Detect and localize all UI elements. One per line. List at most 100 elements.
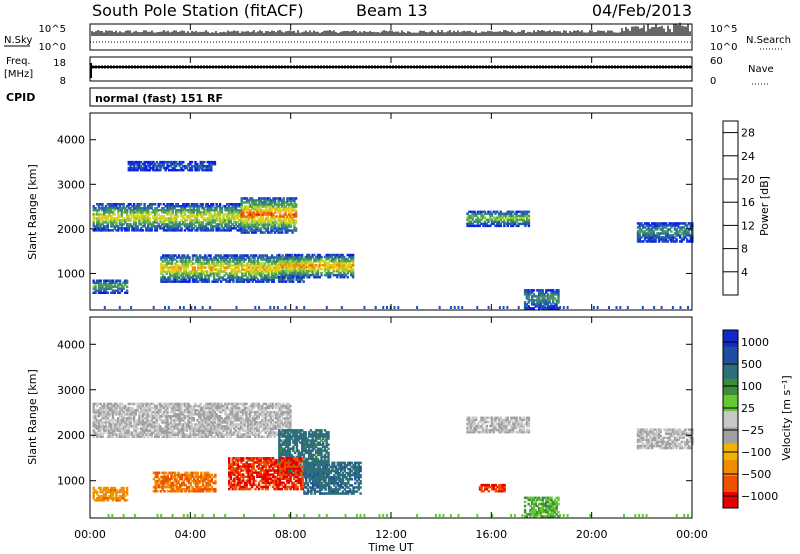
power-cell (122, 223, 125, 226)
velocity-cell (204, 413, 208, 416)
power-cell (246, 264, 249, 267)
power-cell (120, 227, 123, 230)
velocity-cell (159, 402, 162, 406)
power-cell (173, 217, 176, 220)
power-cell (139, 160, 143, 164)
power-cell (218, 278, 221, 281)
power-cell (184, 262, 188, 265)
velocity-cell (129, 406, 132, 410)
power-cell (279, 209, 282, 212)
power-cell (282, 201, 285, 204)
power-cell (293, 271, 297, 275)
power-cell (647, 240, 650, 243)
power-cell (263, 225, 266, 228)
velocity-cell (192, 427, 195, 430)
velocity-cell (187, 417, 190, 420)
power-cell (299, 273, 302, 277)
power-cell (510, 212, 513, 216)
power-cell (141, 209, 145, 212)
power-cell (103, 209, 106, 212)
power-cell (159, 221, 162, 224)
power-cell (294, 213, 298, 216)
velocity-cell (169, 431, 173, 434)
power-cell (205, 280, 209, 283)
velocity-cell (166, 421, 169, 424)
velocity-cell (92, 402, 95, 406)
power-cell (113, 285, 116, 288)
power-cell (182, 211, 185, 214)
power-cell (183, 254, 186, 257)
power-cell (270, 203, 273, 206)
power-cell (309, 269, 313, 273)
power-cell (288, 259, 292, 263)
power-cell (220, 219, 224, 222)
power-cell (523, 293, 527, 296)
power-cell (265, 217, 268, 220)
velocity-cell (182, 429, 185, 432)
power-cell (200, 272, 203, 275)
power-cell (223, 260, 226, 263)
power-cell (254, 227, 257, 230)
power-cell (164, 160, 167, 164)
power-cell (513, 222, 517, 226)
power-cell (480, 212, 483, 216)
power-cell (249, 209, 252, 212)
power-cell (492, 220, 495, 224)
power-cell (103, 213, 106, 216)
power-cell (244, 205, 247, 208)
power-cell (177, 254, 181, 257)
velocity-cell (155, 406, 159, 410)
power-cell (239, 264, 242, 267)
power-cell (200, 266, 203, 269)
power-cell (524, 224, 527, 228)
power-cell (184, 274, 188, 277)
power-cell (277, 215, 280, 218)
power-cell (679, 240, 682, 243)
power-cell (125, 285, 129, 288)
velocity-cell (203, 419, 206, 422)
power-cell (649, 236, 652, 239)
power-cell (160, 280, 163, 283)
power-cell (212, 278, 216, 281)
power-cell (253, 254, 256, 257)
velocity-cell (145, 404, 148, 408)
power-cell (297, 268, 300, 271)
velocity-cell (108, 406, 111, 410)
power-cell (106, 209, 109, 212)
velocity-cell (204, 402, 208, 406)
power-cell (213, 211, 217, 214)
power-cell (343, 261, 346, 265)
power-cell (284, 213, 287, 216)
power-cell (146, 219, 150, 222)
power-cell (225, 278, 228, 281)
freq-label: Freq. (6, 56, 31, 67)
power-cell (175, 227, 178, 230)
power-cell (132, 168, 136, 172)
power-cell (190, 160, 194, 164)
power-cell (673, 224, 677, 227)
power-cell (216, 270, 219, 273)
power-cell (265, 197, 268, 200)
power-cell (552, 301, 555, 304)
power-cell (229, 225, 232, 228)
power-cell (241, 262, 244, 265)
power-cell (256, 256, 260, 259)
power-cell (152, 215, 155, 218)
power-cell (284, 306, 287, 309)
velocity-cell (189, 410, 192, 414)
power-cell (671, 236, 675, 239)
velocity-cell (104, 425, 108, 428)
velocity-cell (118, 435, 122, 438)
velocity-cell (143, 417, 146, 420)
power-cell (172, 278, 175, 281)
power-cell (191, 254, 195, 257)
power-cell (280, 215, 284, 218)
power-cell (506, 218, 509, 222)
power-cell (332, 265, 335, 269)
velocity-cell (169, 429, 173, 432)
power-cell (339, 255, 342, 259)
power-cell (258, 229, 261, 232)
power-cell (304, 261, 307, 265)
power-cell (251, 215, 254, 218)
velocity-cell (157, 423, 160, 426)
